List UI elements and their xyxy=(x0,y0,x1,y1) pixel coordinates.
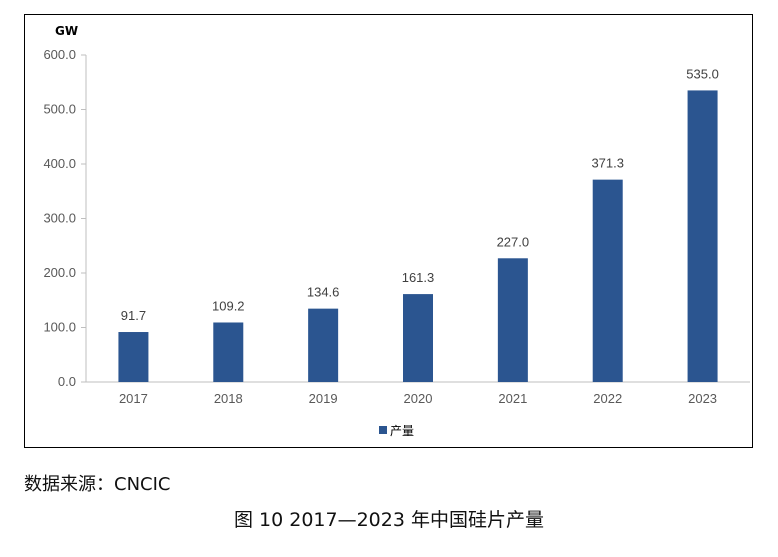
bar-2023 xyxy=(687,90,718,383)
data-label-2021: 227.0 xyxy=(497,234,530,249)
y-tick-label: 300.0 xyxy=(43,211,76,226)
y-tick-label: 0.0 xyxy=(58,374,76,389)
x-tick-label: 2023 xyxy=(688,391,717,406)
bar-2017 xyxy=(118,332,149,382)
x-tick-label: 2018 xyxy=(214,391,243,406)
legend-label: 产量 xyxy=(390,424,414,438)
x-tick-label: 2017 xyxy=(119,391,148,406)
y-tick-label: 200.0 xyxy=(43,265,76,280)
data-label-2023: 535.0 xyxy=(686,66,719,81)
x-tick-label: 2019 xyxy=(309,391,338,406)
data-label-2019: 134.6 xyxy=(307,285,340,300)
bar-chart: GW 0.0 100.0 200.0 300.0 400.0 500.0 600.0 91.… xyxy=(43,24,750,438)
bar-2021 xyxy=(497,258,528,382)
x-axis-ticks: 2017 2018 2019 2020 2021 2022 2023 xyxy=(119,391,717,406)
figure-caption: 图 10 2017—2023 年中国硅片产量 xyxy=(233,509,544,531)
data-label-2022: 371.3 xyxy=(591,156,624,171)
source-note: 数据来源：CNCIC xyxy=(24,474,171,495)
y-tick-label: 100.0 xyxy=(43,320,76,335)
y-axis-unit: GW xyxy=(55,24,78,38)
bar-2020 xyxy=(403,294,433,382)
chart-frame: GW 0.0 100.0 200.0 300.0 400.0 500.0 600.0 91.… xyxy=(24,14,753,448)
legend-swatch xyxy=(379,426,387,434)
bar-2019 xyxy=(308,308,339,382)
data-label-2017: 91.7 xyxy=(121,308,146,323)
y-tick-label: 600.0 xyxy=(43,47,76,62)
y-tick-label: 400.0 xyxy=(43,156,76,171)
data-label-2020: 161.3 xyxy=(402,270,435,285)
y-tick-label: 500.0 xyxy=(43,102,76,117)
y-axis-ticks: 0.0 100.0 200.0 300.0 400.0 500.0 600.0 xyxy=(43,47,86,389)
x-tick-label: 2020 xyxy=(404,391,433,406)
x-tick-label: 2021 xyxy=(498,391,527,406)
bar-2022 xyxy=(592,179,623,382)
legend: 产量 xyxy=(379,424,414,438)
x-tick-label: 2022 xyxy=(593,391,622,406)
bars-group: 91.7 109.2 134.6 161.3 227.0 371.3 535.0 xyxy=(118,66,719,383)
data-label-2018: 109.2 xyxy=(212,298,245,313)
bar-2018 xyxy=(213,322,244,382)
